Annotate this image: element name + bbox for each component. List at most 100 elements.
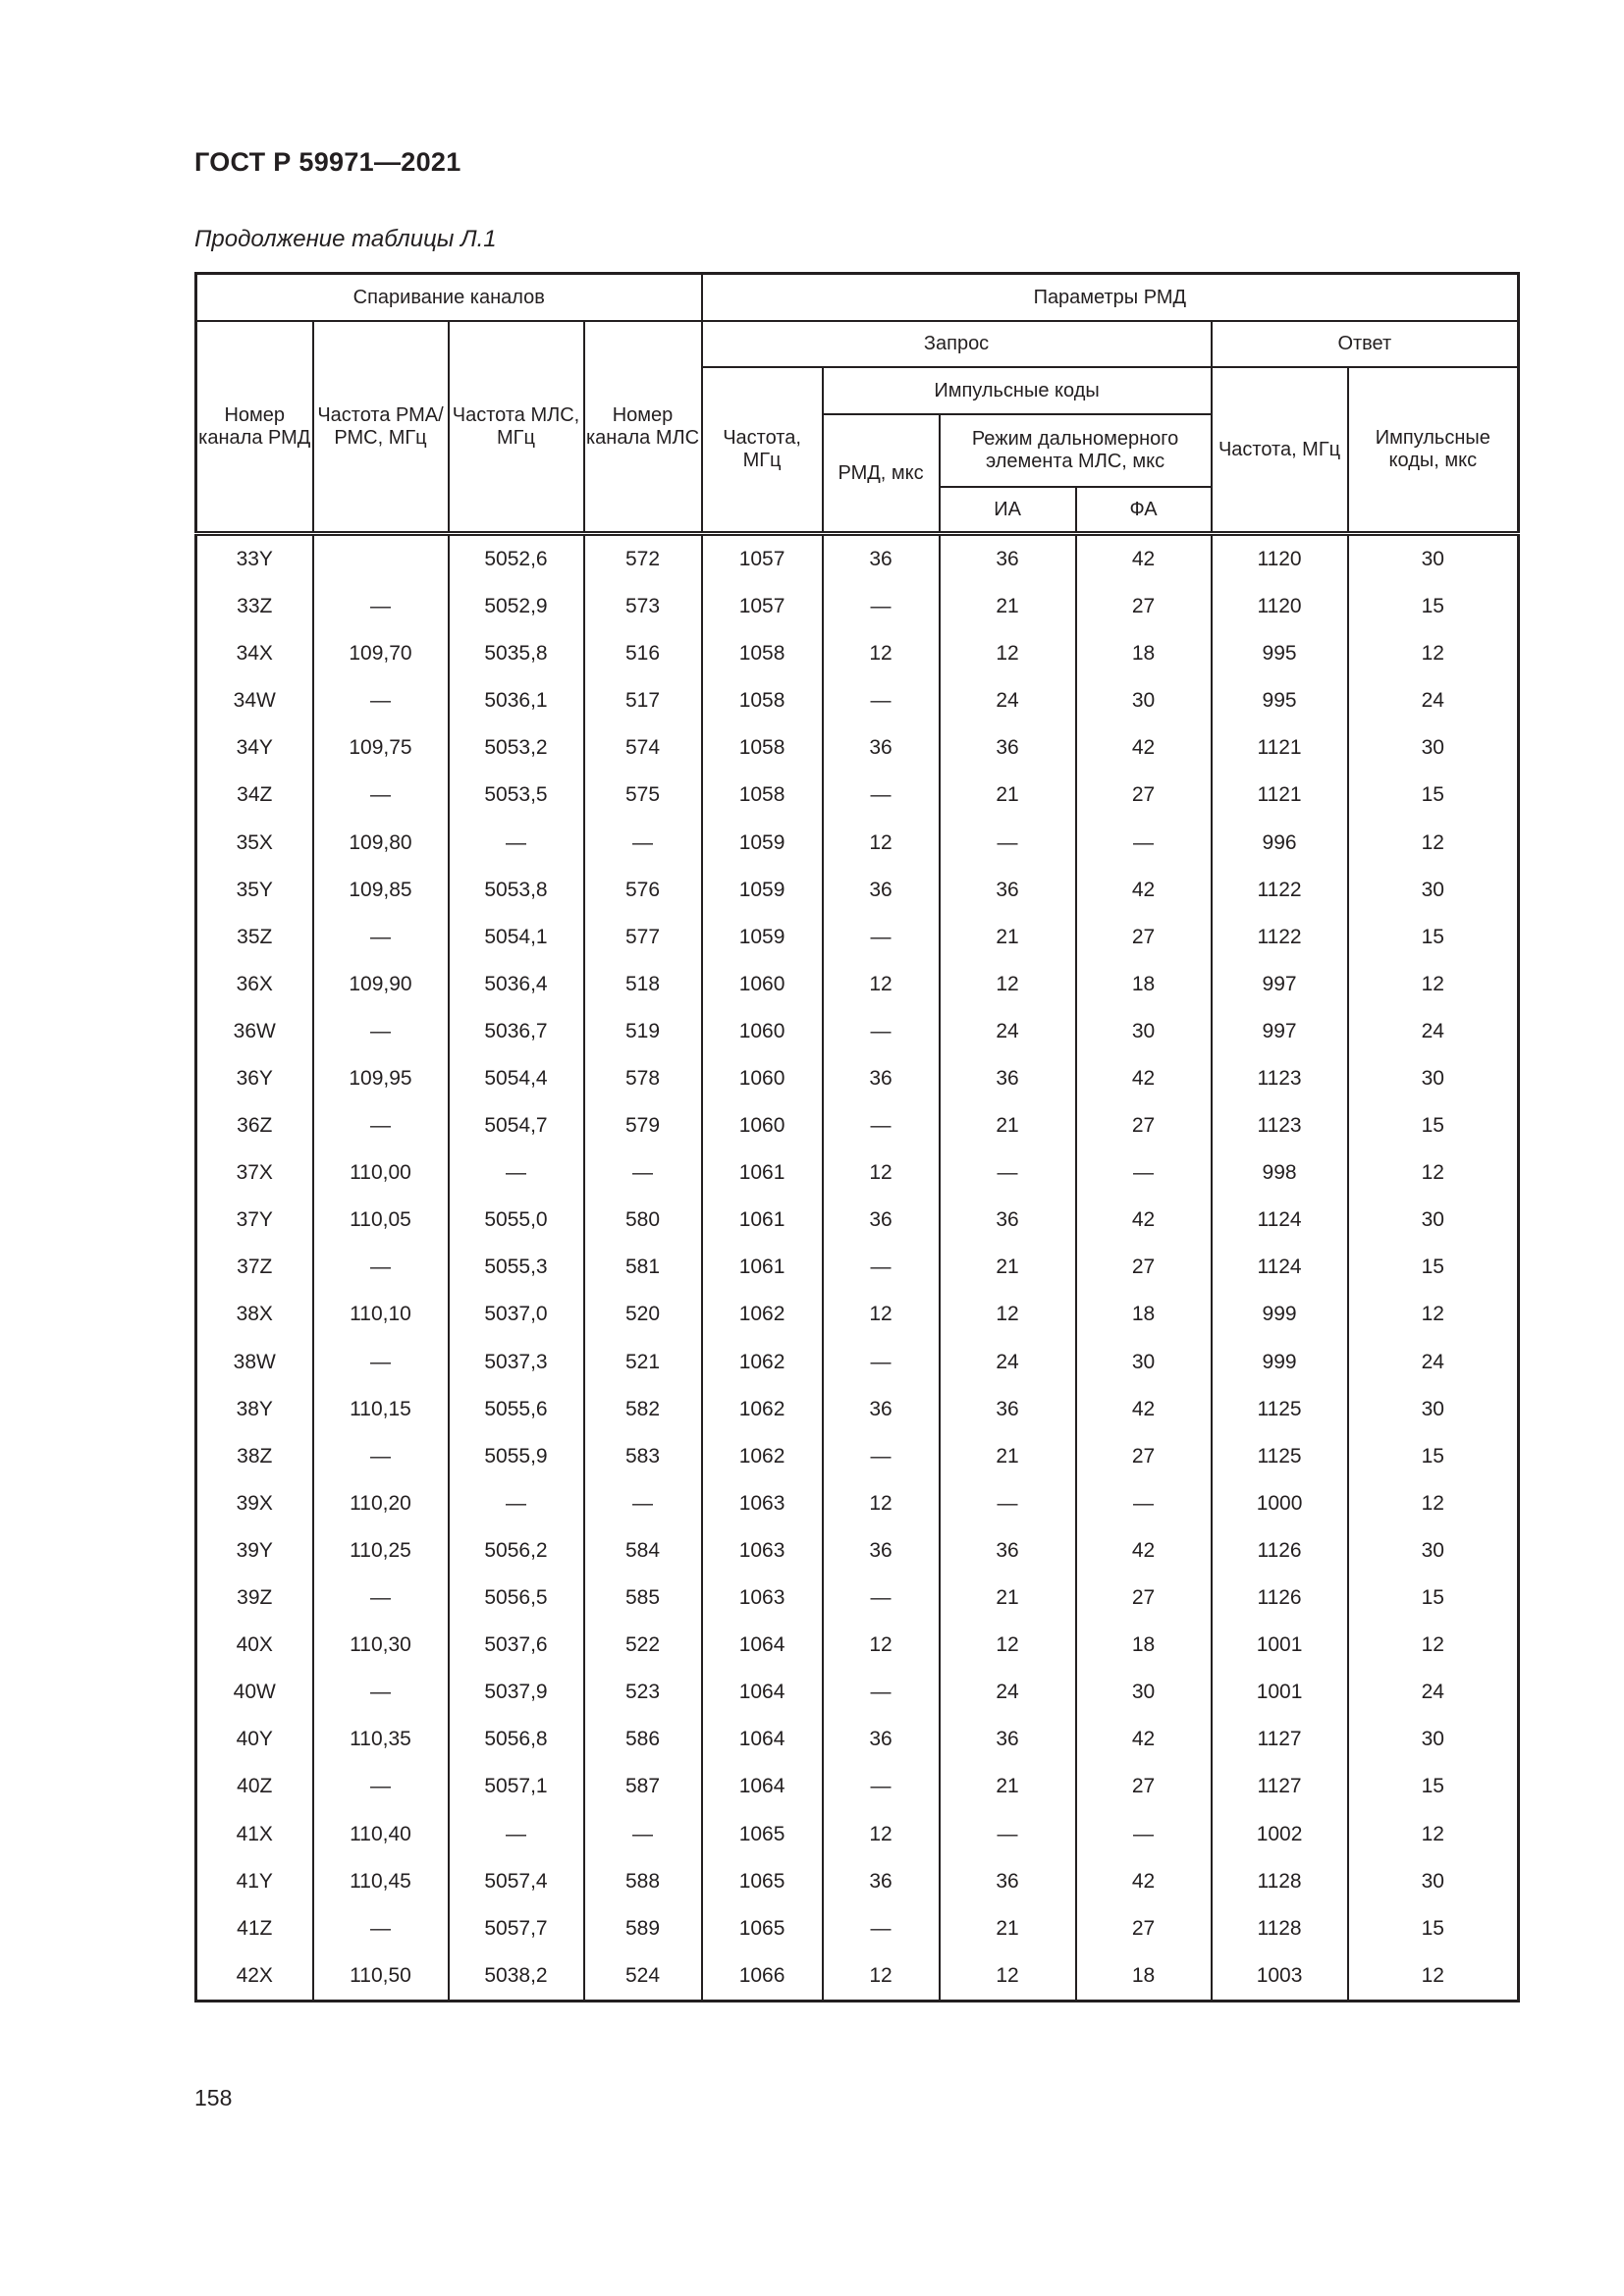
table-row: 35X 109,80— —1059 12— —996 12: [194, 819, 1520, 867]
table-cell: 1002: [1210, 1810, 1349, 1858]
table-row: 41X 110,40— —1065 12— —1002 12: [194, 1810, 1520, 1858]
table-cell: 1122: [1210, 866, 1349, 914]
table-cell: —: [821, 1244, 941, 1292]
table-cell: 5055,3: [447, 1244, 585, 1292]
header-request: Запрос: [700, 320, 1213, 368]
table-cell: —: [821, 583, 941, 631]
table-cell: 1060: [700, 1055, 824, 1103]
table-row: 37Z —5055,3 581 1061—21 27 1124 15: [194, 1244, 1520, 1292]
table-cell: 1063: [700, 1479, 824, 1527]
table-cell: —: [1074, 1810, 1213, 1858]
table-cell: 109,95: [311, 1055, 450, 1103]
table-cell: 575: [582, 772, 703, 820]
table-row: 38W —5037,3 521 1062—24 30 999 24: [194, 1338, 1520, 1386]
table-cell: 27: [1074, 772, 1213, 820]
table-cell: 5038,2: [447, 1951, 585, 2002]
table-cell: 36: [938, 1055, 1077, 1103]
table-cell: —: [1074, 1479, 1213, 1527]
table-cell: —: [447, 1149, 585, 1198]
table-cell: 5054,4: [447, 1055, 585, 1103]
table-cell: 30: [1346, 533, 1520, 584]
table-cell: —: [311, 1007, 450, 1056]
channel-table: Спаривание каналов Параметры РМД Номер к…: [194, 272, 1521, 2002]
table-cell: 12: [821, 960, 941, 1008]
table-row: 34W —5036,1 517 1058—24 30 995 24: [194, 677, 1520, 725]
table-cell: 12: [821, 630, 941, 678]
header-fa: ФА: [1074, 486, 1213, 536]
table-cell: 1061: [700, 1149, 824, 1198]
table-row: 38X 110,10 5037,0 520 1062 12 12 18 999 12: [194, 1291, 1520, 1339]
table-row: 36X 109,90 5036,4 518 1060 12 12 18 997 12: [194, 960, 1520, 1008]
table-cell: 1060: [700, 1007, 824, 1056]
table-cell: 1121: [1210, 772, 1349, 820]
table-cell: 21: [938, 1904, 1077, 1952]
table-cell: 110,45: [311, 1857, 450, 1905]
table-cell: 15: [1346, 1102, 1520, 1150]
table-row: 35Y 109,85 5053,8 576 1059 36 36 42 1122 30: [194, 866, 1520, 914]
table-cell: 36: [938, 1385, 1077, 1433]
table-cell: 15: [1346, 583, 1520, 631]
table-cell: 27: [1074, 913, 1213, 961]
table-cell: —: [821, 1102, 941, 1150]
table-cell: 37X: [194, 1149, 314, 1198]
table-cell: 585: [582, 1575, 703, 1623]
table-cell: 1060: [700, 960, 824, 1008]
table-cell: 12: [1346, 1479, 1520, 1527]
table-cell: 1058: [700, 630, 824, 678]
table-cell: [311, 533, 450, 584]
table-cell: 519: [582, 1007, 703, 1056]
header-request-freq: Частота, МГц: [700, 366, 824, 536]
table-cell: 574: [582, 724, 703, 773]
table-cell: 586: [582, 1716, 703, 1764]
table-cell: 36: [938, 866, 1077, 914]
header-dme-us: РМД, мкс: [821, 413, 941, 536]
table-cell: 1063: [700, 1526, 824, 1575]
table-cell: 21: [938, 772, 1077, 820]
table-cell: 30: [1346, 1716, 1520, 1764]
table-cell: 1058: [700, 677, 824, 725]
table-cell: 1124: [1210, 1244, 1349, 1292]
table-cell: 37Y: [194, 1197, 314, 1245]
table-cell: —: [447, 819, 585, 867]
table-cell: 12: [821, 1291, 941, 1339]
table-cell: 524: [582, 1951, 703, 2002]
table-cell: 41Z: [194, 1904, 314, 1952]
table-cell: 24: [938, 1338, 1077, 1386]
table-cell: 12: [938, 1291, 1077, 1339]
table-cell: 5055,9: [447, 1432, 585, 1480]
table-cell: 110,30: [311, 1622, 450, 1670]
table-cell: 1059: [700, 866, 824, 914]
table-cell: 35X: [194, 819, 314, 867]
table-cell: 27: [1074, 1575, 1213, 1623]
table-cell: 5056,5: [447, 1575, 585, 1623]
table-cell: 33Y: [194, 533, 314, 584]
table-cell: 21: [938, 1763, 1077, 1811]
table-cell: 36Z: [194, 1102, 314, 1150]
table-cell: 30: [1346, 1526, 1520, 1575]
table-cell: 5052,9: [447, 583, 585, 631]
table-cell: 1003: [1210, 1951, 1349, 2002]
table-cell: 21: [938, 1432, 1077, 1480]
table-cell: 1123: [1210, 1055, 1349, 1103]
table-cell: —: [447, 1479, 585, 1527]
table-cell: 42X: [194, 1951, 314, 2002]
table-cell: 587: [582, 1763, 703, 1811]
table-cell: 30: [1346, 866, 1520, 914]
table-cell: 18: [1074, 960, 1213, 1008]
table-cell: 42: [1074, 533, 1213, 584]
table-cell: 39Z: [194, 1575, 314, 1623]
table-cell: 12: [938, 1951, 1077, 2002]
table-cell: 5054,7: [447, 1102, 585, 1150]
table-cell: 110,40: [311, 1810, 450, 1858]
table-cell: 12: [938, 630, 1077, 678]
table-row: 33Z —5052,9 573 1057—21 27 1120 15: [194, 583, 1520, 631]
table-cell: 36: [821, 1385, 941, 1433]
table-cell: 21: [938, 1575, 1077, 1623]
table-cell: 1062: [700, 1291, 824, 1339]
table-cell: 27: [1074, 1102, 1213, 1150]
header-pulse-codes: Импульсные коды: [821, 366, 1213, 415]
table-cell: —: [311, 1244, 450, 1292]
table-cell: 572: [582, 533, 703, 584]
table-cell: 579: [582, 1102, 703, 1150]
table-cell: 110,35: [311, 1716, 450, 1764]
